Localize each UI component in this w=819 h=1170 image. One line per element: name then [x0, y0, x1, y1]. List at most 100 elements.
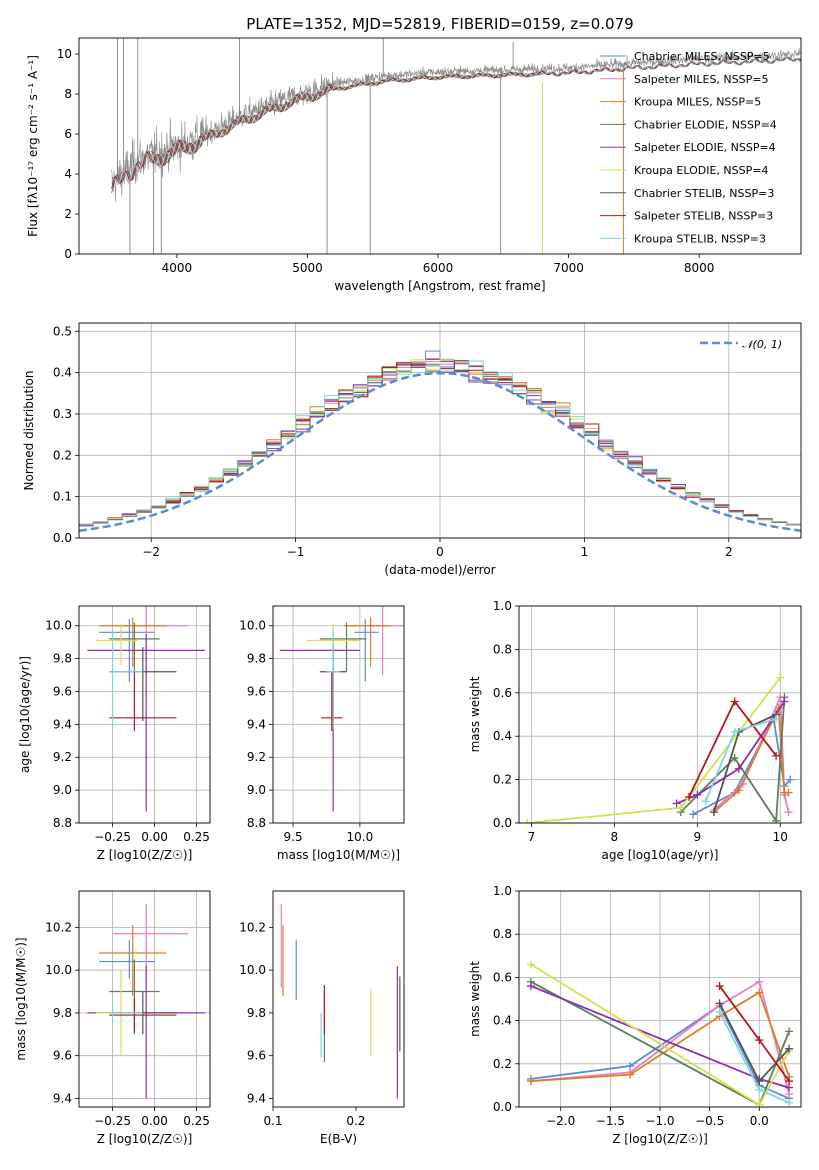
x-axis-label: age [log10(age/yr)]: [602, 848, 719, 862]
legend-label: Chabrier STELIB, NSSP=3: [634, 187, 774, 200]
weight-point-marker: [734, 764, 743, 773]
legend-label: Kroupa STELIB, NSSP=3: [634, 232, 766, 245]
weight-series-line: [692, 715, 791, 816]
legend-label: Chabrier ELODIE, NSSP=4: [634, 118, 777, 131]
y-tick-label: 0.4: [53, 366, 72, 380]
weight-point-marker: [772, 816, 781, 823]
weight-point-marker: [526, 982, 535, 991]
y-tick-label: 9.8: [247, 652, 266, 666]
y-tick-label: 0.8: [493, 927, 512, 941]
legend-label: Kroupa ELODIE, NSSP=4: [634, 164, 768, 177]
plot-area: [87, 606, 205, 812]
weight-point-marker: [772, 714, 781, 723]
y-axis-label: mass weight: [468, 676, 482, 752]
axes-frame: [272, 890, 405, 1108]
y-tick-label: 10.0: [239, 619, 266, 633]
weight-point-marker: [755, 988, 764, 997]
y-tick-label: 9.6: [247, 1049, 266, 1063]
weight-point-marker: [780, 697, 789, 706]
weight-point-marker: [755, 1036, 764, 1045]
y-tick-label: 0.5: [53, 324, 72, 338]
weight-point-marker: [523, 819, 532, 823]
y-tick-label: 1.0: [493, 884, 512, 898]
x-tick-label: 8: [611, 830, 619, 844]
y-tick-label: 0.2: [493, 1057, 512, 1071]
x-axis-label: Z [log10(Z/Z☉)]: [97, 1132, 193, 1146]
y-tick-label: 9.0: [53, 783, 72, 797]
x-tick-label: −0.25: [94, 830, 131, 844]
x-tick-label: −0.25: [94, 1114, 131, 1128]
y-tick-label: 0: [64, 247, 72, 261]
weight-point-marker: [715, 999, 724, 1008]
weight-point-marker: [693, 790, 702, 799]
y-tick-label: 2: [64, 207, 72, 221]
weight-point-marker: [772, 751, 781, 760]
y-tick-label: 10.2: [45, 920, 72, 934]
weight-point-marker: [755, 1100, 764, 1107]
weight-point-marker: [755, 1085, 764, 1094]
weight-point-marker: [672, 799, 681, 808]
y-tick-label: 0.6: [493, 970, 512, 984]
weight-point-marker: [715, 1007, 724, 1016]
plot-area: [526, 960, 794, 1107]
weight-point-marker: [730, 727, 739, 736]
y-tick-label: 0.4: [493, 1014, 512, 1028]
y-axis-label: mass [log10(M/M☉)]: [14, 937, 28, 1060]
y-tick-label: 9.2: [247, 750, 266, 764]
y-tick-label: 9.6: [53, 684, 72, 698]
y-tick-label: 0.6: [493, 686, 512, 700]
weight-series-line: [680, 697, 786, 823]
weight-point-marker: [709, 808, 718, 817]
figure-title: PLATE=1352, MJD=52819, FIBERID=0159, z=0…: [246, 15, 633, 33]
weight-point-marker: [730, 697, 739, 706]
axes-frame: [272, 605, 405, 824]
age-vs-z-panel: −0.25 0.00 0.25 8.8 9.0 9.2 9.4 9.6 9.8 10.0 Z [lo…: [18, 605, 211, 862]
plot-area: [279, 606, 404, 812]
y-tick-label: 9.8: [247, 1006, 266, 1020]
weight-point-marker: [776, 673, 785, 682]
plot-area: [111, 38, 801, 254]
weight-point-marker: [676, 803, 685, 812]
x-axis-label: (data-model)/error: [384, 563, 495, 577]
y-tick-label: 10.2: [239, 920, 266, 934]
x-axis-label: Z [log10(Z/Z☉)]: [612, 1132, 708, 1146]
y-tick-label: 9.6: [247, 684, 266, 698]
x-tick-label: 9: [694, 830, 702, 844]
y-tick-label: 6: [64, 127, 72, 141]
weight-point-marker: [755, 1077, 764, 1086]
weight-point-marker: [784, 808, 793, 817]
plot-area: [87, 903, 205, 1099]
x-tick-label: 0.25: [183, 1114, 210, 1128]
y-axis-label: Normed distribution: [22, 371, 36, 491]
y-tick-label: 0.0: [493, 816, 512, 830]
y-axis-label: Flux [fλ10⁻¹⁷ erg cm⁻² s⁻¹ A⁻¹]: [26, 55, 40, 237]
y-tick-label: 9.8: [53, 1006, 72, 1020]
weight-point-marker: [785, 1098, 794, 1107]
weight-point-marker: [785, 1044, 794, 1053]
y-tick-label: 0.1: [53, 490, 72, 504]
y-tick-label: 0.2: [493, 773, 512, 787]
x-axis-label: mass [log10(M/M☉)]: [277, 848, 400, 862]
axes-frame: [78, 37, 802, 255]
x-tick-label: 10.0: [347, 830, 374, 844]
weight-point-marker: [689, 810, 698, 819]
legend-label: Salpeter STELIB, NSSP=3: [634, 210, 773, 223]
x-tick-label: 0.00: [141, 1114, 168, 1128]
x-tick-label: −2.0: [546, 1114, 575, 1128]
y-tick-label: 0.3: [53, 407, 72, 421]
weight-point-marker: [785, 1027, 794, 1036]
weight-vs-z-panel: −2.0 −1.5 −1.0 −0.5 0.0 0.0 0.2 0.4 0.6 0.8 1.0 Z […: [468, 884, 802, 1146]
weight-series-line: [527, 677, 782, 823]
plot-area: [79, 350, 801, 533]
y-tick-label: 4: [64, 167, 72, 181]
x-tick-label: 0.1: [263, 1114, 282, 1128]
x-tick-label: 2: [725, 545, 733, 559]
y-tick-label: 1.0: [493, 599, 512, 613]
axes-frame: [78, 605, 211, 824]
weight-point-marker: [685, 792, 694, 801]
y-tick-label: 0.0: [53, 531, 72, 545]
y-tick-label: 10: [57, 47, 72, 61]
weight-vs-age-panel: 7 8 9 10 0.0 0.2 0.4 0.6 0.8 1.0 age [log10(age/yr…: [468, 599, 802, 862]
model-fit-line: [111, 56, 801, 189]
weight-point-marker: [785, 1077, 794, 1086]
